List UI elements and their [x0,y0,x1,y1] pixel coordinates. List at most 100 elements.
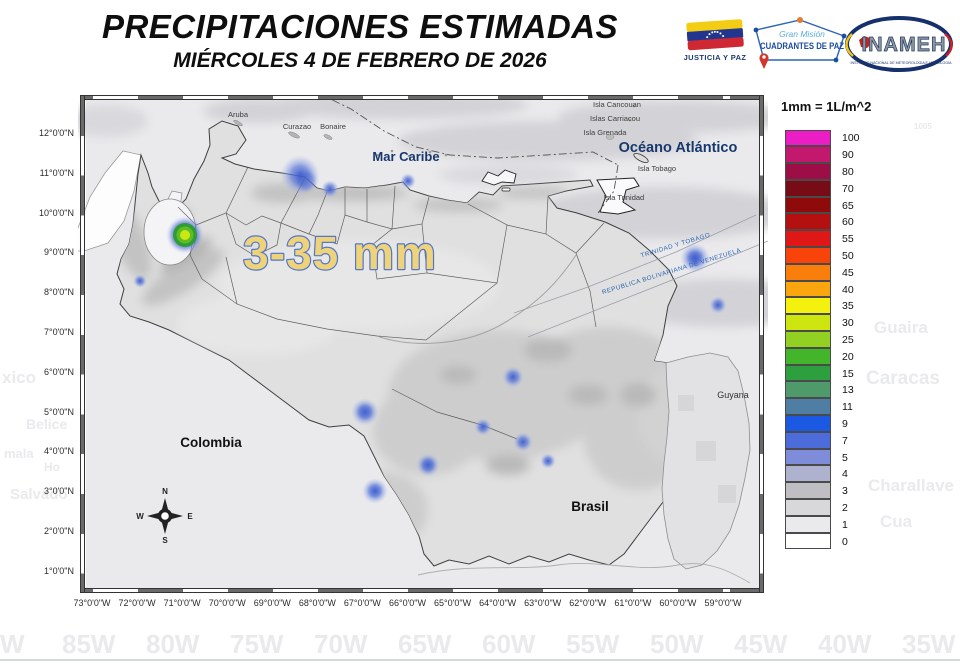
legend-value: 40 [842,283,854,296]
background-place-word: Salvado [10,486,68,503]
legend-swatch [785,179,831,197]
lon-tick-label: 59°0'0"W [704,598,742,608]
lon-tick-label: 61°0'0"W [614,598,652,608]
legend-value: 9 [842,417,848,430]
mission-name-bottom: CUADRANTES DE PAZ [760,41,844,52]
lat-tick-label: 10°0'0"N [38,207,74,218]
compass-letter-S: S [162,536,168,545]
lon-tick-label: 71°0'0"W [163,598,201,608]
legend-swatch [785,129,831,147]
flag-caption: JUSTICIA Y PAZ [683,53,747,62]
inameh-name: INAMEH [862,34,947,56]
legend-swatch [785,331,831,348]
islands [233,104,649,215]
legend-swatch [785,398,831,416]
legend-value: 100 [842,132,860,145]
legend-value: 45 [842,266,854,279]
map-frame-top [80,95,764,100]
max-precipitation-cell [166,216,204,254]
lat-tick-label: 7°0'0"N [43,327,74,337]
background-longitude-word: 55W [566,629,620,659]
background-place-word: Belice [26,416,68,432]
legend-row: 13 [785,381,860,399]
legend-swatch [785,280,831,298]
background-longitude-word: 45W [734,629,788,659]
lat-tick-label: 6°0'0"N [43,366,74,377]
flag-stripe-yellow [686,19,743,33]
legend-swatch [785,263,831,281]
legend-value: 35 [842,300,854,313]
background-place-word: Ho [44,460,60,474]
lat-tick-label: 3°0'0"N [43,486,74,497]
precipitation-blobs [133,155,727,504]
map-frame-right [759,95,764,593]
background-longitude-word: 50W [650,629,704,659]
inameh-emblem [859,36,872,48]
background-place-word: mala [4,446,34,461]
lon-tick-label: 65°0'0"W [434,598,472,608]
legend-swatch [785,213,831,231]
map-label-curazao: Curazao [283,122,311,131]
legend-row: 9 [785,415,860,433]
legend-swatch [785,465,831,483]
background-place-word: xico [2,368,37,387]
background-place-word: Charallave [868,476,954,495]
legend-row: 3 [785,482,860,500]
flag-stripe-red [687,37,744,51]
legend-swatch [785,364,831,382]
background-longitude-word: W [0,629,25,659]
lon-tick-label: 66°0'0"W [388,598,426,608]
quadrant-outline [755,19,845,61]
legend-value: 20 [842,350,854,363]
map-label-isla-trinidad: Isla Trinidad [604,193,644,202]
legend-row: 100 [785,129,860,147]
legend-row: 80 [785,163,860,181]
map-label-brasil: Brasil [571,499,609,514]
map-label-bonaire: Bonaire [320,122,346,131]
lon-tick-label: 62°0'0"W [569,598,607,608]
map-frame-left [80,95,85,593]
legend-swatch [785,415,831,432]
lat-tick-label: 4°0'0"N [43,446,74,457]
lon-tick-label: 64°0'0"W [479,598,517,608]
lon-tick-label: 63°0'0"W [524,598,562,608]
legend-row: 0 [785,532,860,550]
legend-value: 13 [842,384,854,397]
map-frame-bottom [80,588,764,593]
legend-value: 50 [842,249,854,262]
legend-value: 7 [842,434,848,447]
legend-swatch [785,146,831,164]
background-place-word: Guaira [874,318,928,337]
background-longitude-word: 70W [314,629,368,659]
legend-value: 3 [842,485,848,498]
legend-scale: 100 90 80 70 65 60 55 50 45 40 35 30 25 20 15 13 11 9 7 5 4 3… [785,129,860,550]
legend-row: 11 [785,398,860,416]
background-place-word: Caracas [866,368,940,389]
legend-swatch [785,499,831,516]
legend-swatch [785,163,831,180]
legend-row: 25 [785,331,860,349]
legend-row: 1 [785,515,860,533]
legend-swatch [785,347,831,365]
legend-value: 2 [842,501,848,514]
inameh-ring-yellow [845,33,854,57]
legend-swatch [785,297,831,315]
location-pin-icon [759,53,769,69]
lat-tick-label: 8°0'0"N [43,287,74,298]
map-label-oc-ano-atl-ntico: Océano Atlántico [619,140,738,156]
legend-row: 90 [785,146,860,164]
legend-row: 50 [785,247,860,265]
legend-row: 4 [785,465,860,483]
legend-row: 5 [785,448,860,466]
lon-tick-label: 60°0'0"W [659,598,697,608]
legend-swatch [785,431,831,449]
legend-swatch [785,515,831,533]
legend-row: 60 [785,213,860,231]
legend-row: 35 [785,297,860,315]
legend-value: 65 [842,199,854,212]
legend-value: 1 [842,518,848,531]
compass-letter-W: W [136,512,144,521]
legend-swatch [785,314,831,332]
legend-row: 55 [785,230,860,248]
quadrant-dot-orange [797,17,803,23]
